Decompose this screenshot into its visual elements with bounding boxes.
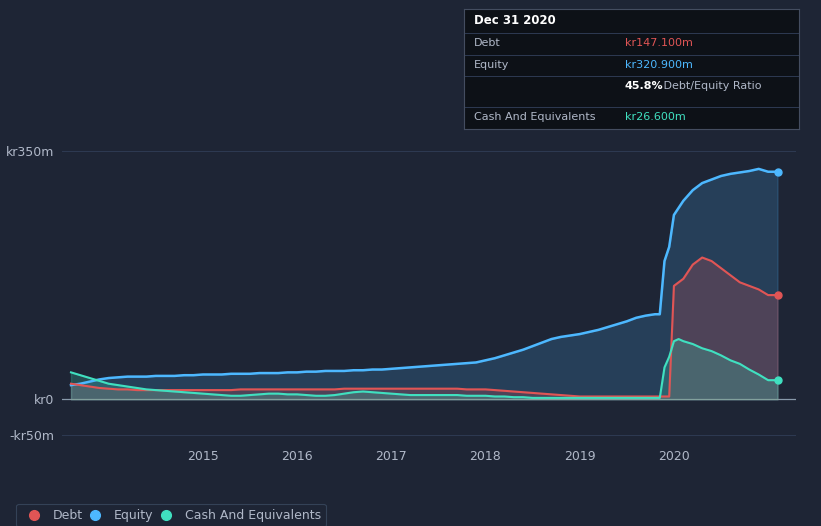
Text: Dec 31 2020: Dec 31 2020 xyxy=(474,14,556,27)
Legend: Debt, Equity, Cash And Equivalents: Debt, Equity, Cash And Equivalents xyxy=(16,504,326,526)
Text: kr320.900m: kr320.900m xyxy=(625,60,693,70)
Text: Equity: Equity xyxy=(474,60,509,70)
Text: kr147.100m: kr147.100m xyxy=(625,38,693,48)
Text: Debt: Debt xyxy=(474,38,501,48)
Text: Cash And Equivalents: Cash And Equivalents xyxy=(474,113,595,123)
Text: 45.8%: 45.8% xyxy=(625,82,663,92)
Text: Debt/Equity Ratio: Debt/Equity Ratio xyxy=(660,82,761,92)
Text: kr26.600m: kr26.600m xyxy=(625,113,686,123)
